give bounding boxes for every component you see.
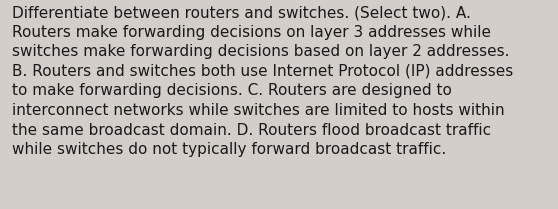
Text: Differentiate between routers and switches. (Select two). A.
Routers make forwar: Differentiate between routers and switch… <box>12 5 513 157</box>
